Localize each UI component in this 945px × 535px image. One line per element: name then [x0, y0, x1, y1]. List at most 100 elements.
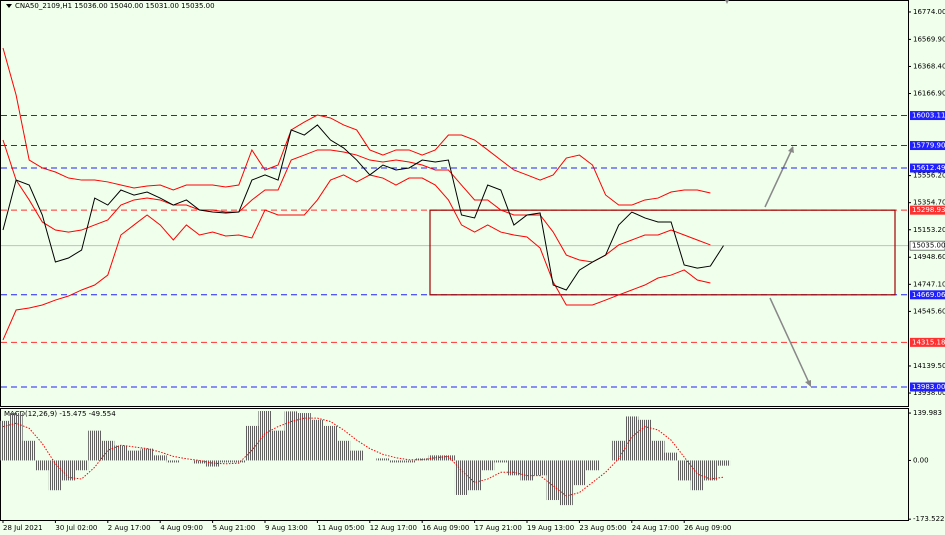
macd-bar [284, 411, 298, 461]
y-tick-label: 0.00 [913, 456, 929, 464]
x-tick-label: 26 Aug 09:00 [684, 524, 731, 532]
x-tick-label: 19 Aug 13:00 [527, 524, 574, 532]
x-tick-label: 23 Aug 05:00 [579, 524, 626, 532]
macd-bar [35, 460, 49, 471]
macd-bar [232, 460, 246, 463]
x-tick-label: 11 Aug 05:00 [317, 524, 364, 532]
y-tick-label: 13938.00 [913, 389, 945, 397]
level-label: 14315.18 [912, 338, 945, 346]
x-tick-label: 17 Aug 21:00 [475, 524, 522, 532]
macd-bar [297, 413, 311, 461]
macd-bar [219, 460, 233, 463]
macd-bar [337, 440, 351, 461]
macd-bar [389, 460, 403, 463]
y-tick-label: 16774.00 [913, 8, 945, 16]
main-frame [0, 0, 909, 407]
macd-bar [441, 455, 455, 461]
shift-marker [725, 0, 729, 4]
macd-bar [323, 425, 338, 461]
macd-bar [206, 460, 220, 467]
macd-bar [703, 460, 717, 481]
x-tick-label: 24 Aug 17:00 [632, 524, 679, 532]
macd-bar [140, 448, 154, 461]
macd-bar [166, 460, 180, 463]
level-label: 16003.11 [912, 112, 945, 120]
macd-bar [350, 450, 364, 461]
level-tag [910, 382, 945, 392]
macd-bar [638, 419, 652, 461]
macd-bar [415, 458, 429, 461]
macd-bar [22, 440, 36, 461]
macd-bar [520, 460, 534, 481]
macd-bar [310, 419, 324, 461]
macd-bar [716, 460, 731, 466]
current-price-tag [909, 240, 945, 251]
level-tag [910, 205, 945, 215]
macd-frame [0, 408, 909, 521]
level-tag [910, 141, 945, 151]
level-label: 15298.93 [912, 206, 945, 214]
range-box [429, 209, 896, 296]
macd-bar [101, 440, 115, 461]
macd-label: MACD(12,26,9) -15.475 -49.554 [4, 410, 116, 418]
level-tag [910, 163, 945, 173]
macd-bar [192, 460, 207, 464]
macd-bar [402, 460, 416, 463]
macd-bar [245, 425, 259, 461]
y-tick-label: 14948.60 [913, 253, 945, 261]
x-tick-label: 16 Aug 09:00 [422, 524, 469, 532]
macd-bar [61, 460, 76, 481]
y-tick-label: -173.522 [913, 515, 944, 523]
macd-bar [258, 411, 272, 461]
bollinger-lower [2, 174, 711, 341]
y-tick-label: 15354.70 [913, 199, 945, 207]
level-label: 15779.90 [912, 142, 945, 150]
macd-bar [559, 460, 573, 506]
arrow-head [788, 146, 794, 153]
x-tick-label: 9 Aug 13:00 [265, 524, 308, 532]
macd-bar [376, 458, 390, 461]
level-tag [910, 290, 945, 300]
macd-bar [48, 460, 62, 491]
macd-bar [585, 460, 600, 471]
macd-signal [2, 417, 724, 497]
bollinger-middle [2, 139, 711, 263]
chart-title: CNA50_2109,H1 15036.00 15040.00 15031.00… [15, 2, 215, 10]
macd-bar [507, 460, 521, 476]
y-tick-label: 16569.90 [913, 35, 945, 43]
macd-bar [494, 460, 508, 463]
x-tick-label: 12 Aug 17:00 [370, 524, 417, 532]
macd-bar [690, 460, 704, 491]
x-tick-label: 4 Aug 09:00 [160, 524, 203, 532]
macd-bar [88, 430, 102, 461]
menu-triangle[interactable] [6, 4, 12, 8]
macd-bar [428, 455, 442, 461]
macd-bar [468, 460, 482, 491]
arrow-head [805, 380, 811, 387]
price-line [2, 124, 724, 291]
y-tick-label: 14139.50 [913, 362, 945, 370]
level-tag [910, 337, 945, 347]
projection-arrow [764, 146, 794, 208]
y-tick-label: 16368.40 [913, 62, 945, 70]
macd-bar [612, 440, 626, 461]
level-tag [910, 111, 945, 121]
macd-bar [625, 416, 639, 461]
x-tick-label: 28 Jul 2021 [3, 524, 43, 532]
macd-bar [572, 460, 586, 486]
level-label: 15612.49 [912, 164, 945, 172]
y-tick-label: 14747.10 [913, 280, 945, 288]
y-tick-label: 139.983 [913, 409, 942, 417]
macd-bar [153, 455, 167, 461]
level-label: 14669.06 [912, 291, 945, 299]
y-tick-label: 15153.20 [913, 226, 945, 234]
bollinger-upper [2, 47, 711, 206]
macd-bar [677, 460, 691, 481]
x-tick-label: 5 Aug 21:00 [213, 524, 256, 532]
y-tick-label: 16166.90 [913, 90, 945, 98]
macd-bar [454, 460, 469, 495]
macd-bar [0, 420, 10, 461]
macd-bar [271, 430, 285, 461]
level-label: 13983.00 [912, 383, 945, 391]
